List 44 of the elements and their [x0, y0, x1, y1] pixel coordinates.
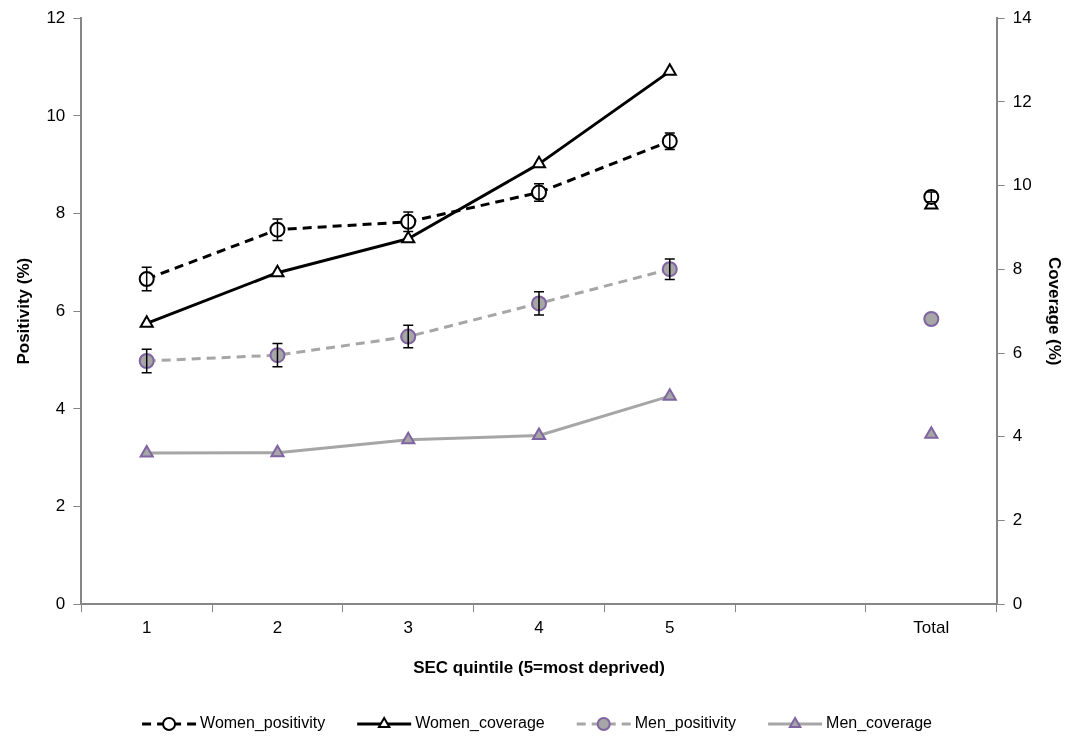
y2-tick-label: 2	[1012, 510, 1023, 530]
y-tick-label: 0	[55, 593, 66, 613]
y2-tick-label: 4	[1012, 426, 1023, 446]
legend-label: Women_coverage	[415, 714, 545, 733]
y2-tick-label: 8	[1012, 259, 1023, 279]
point	[270, 264, 285, 278]
point	[531, 427, 547, 441]
point	[138, 353, 155, 370]
point	[924, 426, 939, 439]
point	[138, 270, 155, 287]
y2-axis-title: Coverage (%)	[1045, 256, 1065, 366]
point	[269, 347, 286, 364]
legend-label: Men_positivity	[634, 714, 737, 733]
y2-tick-label: 0	[1012, 593, 1023, 613]
point	[401, 230, 416, 244]
point	[923, 311, 940, 328]
point	[270, 444, 285, 458]
point	[139, 445, 154, 458]
x-tick-label: Total	[913, 618, 950, 638]
x-axis-title: SEC quintile (5=most deprived)	[413, 658, 665, 678]
x-tick-label: 2	[272, 618, 283, 638]
y-axis-title: Positivity (%)	[13, 257, 33, 365]
y-tick-label: 6	[55, 300, 66, 320]
y-tick-label: 4	[55, 398, 66, 418]
y-tick-label: 2	[55, 496, 66, 516]
y2-tick-label: 12	[1012, 91, 1032, 111]
point	[401, 431, 416, 445]
y-tick-label: 12	[46, 7, 66, 27]
point	[269, 221, 286, 238]
point	[662, 388, 677, 401]
y2-tick-label: 10	[1012, 175, 1032, 195]
y-tick-label: 10	[46, 105, 66, 125]
legend-label: Men_coverage	[826, 714, 933, 733]
x-tick-label: 3	[403, 618, 413, 638]
legend-label: Women_positivity	[200, 714, 326, 733]
x-tick-label: 1	[141, 618, 152, 638]
y-tick-label: 8	[55, 203, 66, 223]
x-tick-label: 4	[534, 618, 544, 638]
point	[139, 315, 154, 328]
y2-tick-label: 6	[1012, 342, 1023, 362]
point	[531, 155, 547, 169]
y2-tick-label: 14	[1012, 7, 1032, 27]
x-tick-label: 5	[665, 618, 675, 638]
point	[662, 63, 677, 76]
